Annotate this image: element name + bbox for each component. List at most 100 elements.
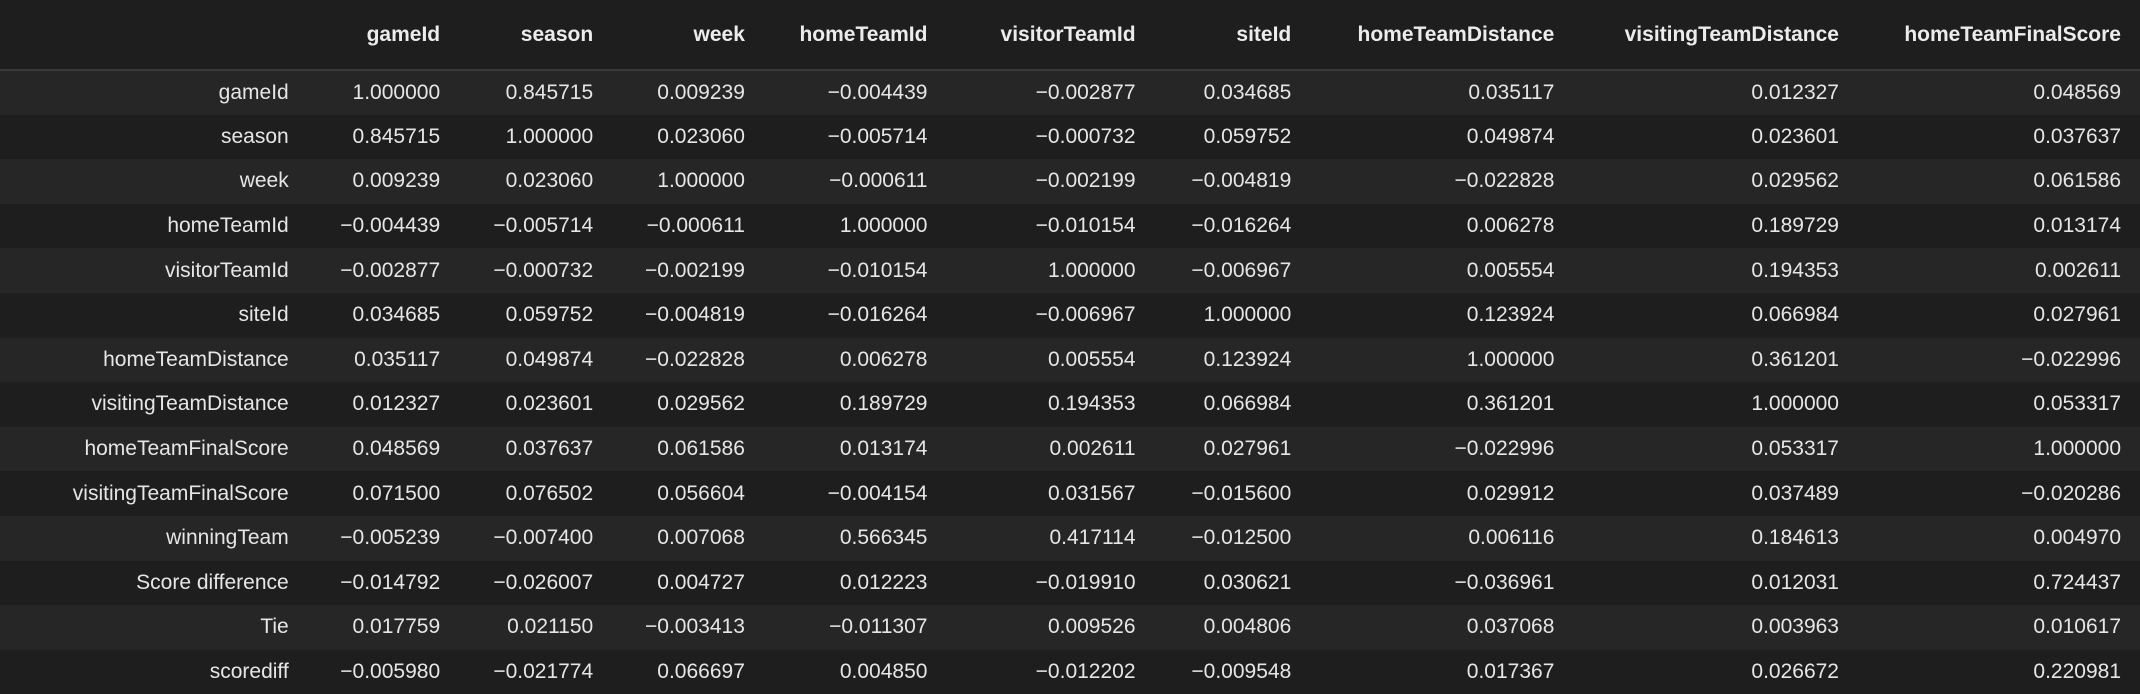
table-cell: 0.037637	[505, 437, 594, 461]
table-cell: 0.037489	[1751, 481, 1839, 505]
table-row: Tie 0.017759 0.021150 −0.003413 −0.011307 0.0…	[0, 605, 2140, 650]
table-cell: 1.000000	[839, 214, 928, 238]
table-cell: 0.724437	[2033, 570, 2121, 594]
table-cell: 0.037637	[2033, 124, 2121, 148]
table-row: homeTeamId −0.004439 −0.005714 −0.000611 1.0…	[0, 203, 2140, 249]
table-cell: −0.003413	[645, 615, 745, 639]
table-cell: 1.000000	[1047, 258, 1136, 282]
table-cell: 0.061586	[2033, 169, 2121, 193]
table-cell: 0.004970	[2033, 526, 2121, 550]
table-cell: −0.014792	[340, 570, 441, 594]
table-cell: 0.027961	[1203, 437, 1292, 461]
table-cell: −0.012202	[1035, 660, 1136, 684]
row-label: siteId	[238, 303, 289, 327]
column-header: siteId	[1154, 0, 1311, 71]
table-cell: 0.071500	[352, 481, 441, 505]
index-header	[0, 0, 301, 71]
table-row: visitorTeamId −0.002877 −0.000732 −0.002199…	[0, 248, 2140, 293]
table-cell: 0.004850	[839, 660, 928, 684]
table-cell: 0.002611	[2034, 258, 2121, 282]
table-cell: 1.000000	[352, 80, 441, 104]
table-cell: −0.002877	[1035, 80, 1136, 104]
table-body: gameId 1.000000 0.845715 0.009239 −0.004439 −…	[0, 70, 2140, 694]
table-cell: 0.007068	[657, 526, 745, 550]
column-header: homeTeamId	[763, 0, 947, 71]
table-row: visitingTeamDistance 0.012327 0.023601 0.02…	[0, 382, 2140, 427]
table-cell: 0.037068	[1466, 615, 1555, 639]
table-cell: 0.006116	[1468, 526, 1555, 550]
table-cell: 0.066984	[1751, 303, 1839, 327]
table-cell: 0.053317	[2033, 392, 2121, 416]
table-row: visitingTeamFinalScore 0.071500 0.076502 0.…	[0, 471, 2140, 516]
table-cell: 0.417114	[1049, 526, 1136, 550]
table-cell: −0.015600	[1191, 481, 1292, 505]
table-cell: 1.000000	[2033, 437, 2121, 461]
table-cell: 0.048569	[2033, 80, 2121, 104]
table-cell: −0.020286	[2021, 481, 2121, 505]
table-cell: 0.061586	[657, 437, 745, 461]
table-row: siteId 0.034685 0.059752 −0.004819 −0.016264…	[0, 292, 2140, 338]
table-cell: 1.000000	[1751, 392, 1839, 416]
table-cell: 0.076502	[505, 481, 594, 505]
table-row: week 0.009239 0.023060 1.000000 −0.000611 −0.…	[0, 159, 2140, 204]
table-row: homeTeamDistance 0.035117 0.049874 −0.02282…	[0, 337, 2140, 383]
row-label: visitingTeamDistance	[91, 392, 289, 416]
table-cell: 0.006278	[839, 347, 928, 371]
table-cell: 0.013174	[2033, 214, 2121, 238]
row-label: scorediff	[209, 660, 289, 684]
table-cell: −0.002199	[645, 258, 745, 282]
row-label: visitingTeamFinalScore	[72, 481, 289, 505]
table-cell: 0.012327	[1751, 80, 1839, 104]
table-cell: 0.023060	[505, 169, 594, 193]
table-cell: −0.004819	[1191, 169, 1292, 193]
table-cell: 0.220981	[2033, 660, 2121, 684]
table-cell: −0.010154	[827, 258, 928, 282]
table-cell: 0.027961	[2033, 303, 2121, 327]
row-label: winningTeam	[166, 526, 289, 550]
column-header: season	[459, 0, 613, 71]
row-label: visitorTeamId	[165, 258, 289, 282]
table-cell: 0.010617	[2033, 615, 2121, 639]
row-label: season	[221, 124, 289, 148]
table-cell: 0.012327	[352, 392, 441, 416]
table-cell: 1.000000	[1203, 303, 1292, 327]
table-cell: −0.009548	[1191, 660, 1292, 684]
table-cell: 0.066984	[1203, 392, 1292, 416]
row-label: Tie	[260, 615, 289, 639]
table-row: winningTeam −0.005239 −0.007400 0.007068 0.5…	[0, 515, 2140, 561]
table-cell: 0.034685	[352, 303, 441, 327]
table-cell: 0.194353	[1047, 392, 1136, 416]
table-cell: 0.004806	[1203, 615, 1292, 639]
table-cell: 0.029912	[1466, 481, 1555, 505]
table-cell: −0.011307	[829, 615, 928, 639]
row-label: week	[239, 169, 289, 193]
table-cell: 0.003963	[1751, 615, 1839, 639]
table-cell: 1.000000	[657, 169, 745, 193]
column-header: visitingTeamDistance	[1573, 0, 1858, 71]
table-cell: 0.030621	[1203, 570, 1292, 594]
table-cell: −0.019910	[1035, 570, 1136, 594]
table-cell: 0.184613	[1751, 526, 1839, 550]
table-cell: −0.036961	[1454, 570, 1555, 594]
column-header: gameId	[300, 0, 460, 71]
table-header: gameId season week homeTeamId visitorTeamId s…	[0, 0, 2140, 71]
table-cell: 0.066697	[657, 660, 745, 684]
table-cell: 0.123924	[1203, 347, 1292, 371]
table-cell: −0.016264	[1191, 214, 1292, 238]
header-row: gameId season week homeTeamId visitorTeamId s…	[0, 0, 2140, 71]
table-cell: −0.004819	[645, 303, 745, 327]
table-cell: 0.189729	[1751, 214, 1839, 238]
table-cell: 0.194353	[1751, 258, 1839, 282]
table-cell: 0.035117	[1468, 80, 1555, 104]
table-cell: 0.189729	[839, 392, 928, 416]
column-header: week	[612, 0, 764, 71]
table-cell: 0.031567	[1047, 481, 1136, 505]
table-cell: 0.845715	[505, 80, 594, 104]
table-cell: −0.005714	[493, 214, 594, 238]
table-cell: 0.012031	[1751, 570, 1839, 594]
table-cell: −0.007400	[493, 526, 594, 550]
row-label: Score difference	[136, 570, 289, 594]
table-cell: 0.017367	[1466, 660, 1555, 684]
table-cell: 0.056604	[657, 481, 745, 505]
